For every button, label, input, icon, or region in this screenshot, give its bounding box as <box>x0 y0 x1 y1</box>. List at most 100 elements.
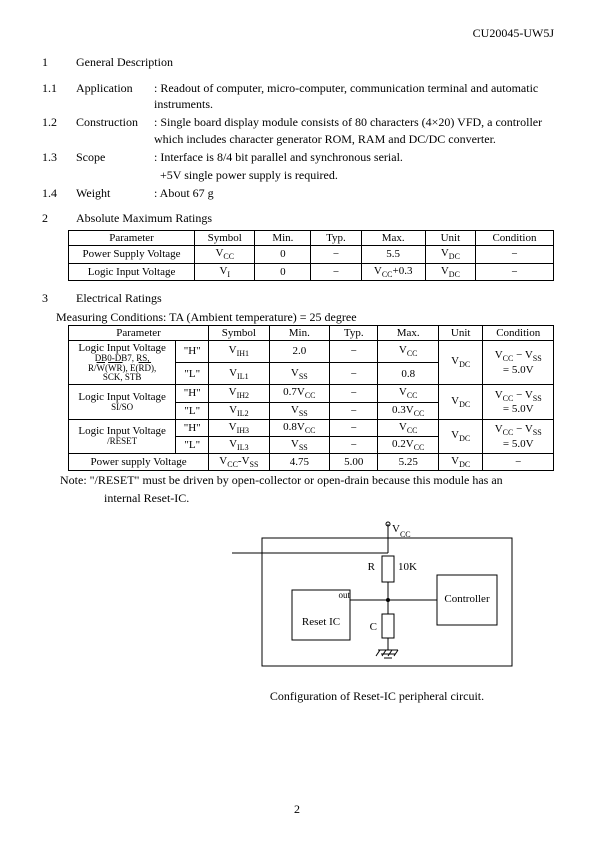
table-row: Logic Input Voltage DB0-DB7, RS, R/W(WR)… <box>69 340 554 362</box>
item-body: : Readout of computer, micro-computer, c… <box>154 80 554 112</box>
item-num: 1.1 <box>42 80 76 112</box>
circuit-svg-icon: /RESET VCC R 10K out Reset IC Controller… <box>232 520 522 680</box>
item-num: 1.2 <box>42 114 76 146</box>
col-unit: Unit <box>425 231 475 246</box>
cell-max: VCC+0.3 <box>361 263 425 280</box>
cell-cond: − <box>483 454 554 471</box>
reset-circuit-diagram: /RESET VCC R 10K out Reset IC Controller… <box>232 520 522 704</box>
cell-cond: VCC − VSS= 5.0V <box>483 385 554 419</box>
cell-unit: VDC <box>438 419 483 453</box>
item-num: 1.3 <box>42 149 76 165</box>
cell-level: "H" <box>176 340 209 362</box>
cell-max: VCC <box>378 419 438 436</box>
cell-symbol: VIL2 <box>209 402 270 419</box>
r-label: R <box>368 561 376 573</box>
cell-level: "L" <box>176 436 209 453</box>
cell-symbol: VIH3 <box>209 419 270 436</box>
page-number: 2 <box>0 802 594 817</box>
table-row: Logic Input Voltage VI 0 − VCC+0.3 VDC − <box>69 263 554 280</box>
cell-param: Logic Input Voltage SI/SO <box>69 385 176 419</box>
r-value: 10K <box>398 561 417 573</box>
cell-cond: VCC − VSS= 5.0V <box>483 340 554 385</box>
col-condition: Condition <box>475 231 553 246</box>
table-row: Logic Input Voltage SI/SO "H" VIH2 0.7VC… <box>69 385 554 402</box>
cell-min: VSS <box>269 402 329 419</box>
cell-typ: − <box>311 263 361 280</box>
section-num: 2 <box>42 211 76 226</box>
item-1-2: 1.2 Construction : Single board display … <box>42 114 554 146</box>
cell-min: 2.0 <box>269 340 329 362</box>
cell-typ: 5.00 <box>330 454 378 471</box>
cell-max: VCC <box>378 340 438 362</box>
electrical-ratings-table: Parameter Symbol Min. Typ. Max. Unit Con… <box>68 325 554 472</box>
table-row: Power Supply Voltage VCC 0 − 5.5 VDC − <box>69 246 554 263</box>
col-symbol: Symbol <box>209 325 270 340</box>
cell-typ: − <box>330 419 378 436</box>
cell-level: "H" <box>176 419 209 436</box>
col-parameter: Parameter <box>69 325 209 340</box>
table-header-row: Parameter Symbol Min. Typ. Max. Unit Con… <box>69 325 554 340</box>
item-label: Application <box>76 80 154 112</box>
col-unit: Unit <box>438 325 483 340</box>
col-condition: Condition <box>483 325 554 340</box>
item-num: 1.4 <box>42 185 76 201</box>
datasheet-page: CU20045-UW5J 1 General Description 1.1 A… <box>0 0 594 841</box>
cell-level: "L" <box>176 402 209 419</box>
cell-max: 5.25 <box>378 454 438 471</box>
cell-min: 0.8VCC <box>269 419 329 436</box>
cell-typ: − <box>330 436 378 453</box>
cell-min: 0 <box>255 246 311 263</box>
cell-param: Logic Input Voltage DB0-DB7, RS, R/W(WR)… <box>69 340 176 385</box>
resetic-label: Reset IC <box>302 616 340 628</box>
section-2-heading: 2 Absolute Maximum Ratings <box>42 211 554 226</box>
cell-typ: − <box>330 402 378 419</box>
out-label: out <box>338 590 350 600</box>
item-label: Construction <box>76 114 154 146</box>
cell-unit: VDC <box>425 263 475 280</box>
cell-symbol: VCC <box>195 246 255 263</box>
col-typ: Typ. <box>311 231 361 246</box>
col-max: Max. <box>361 231 425 246</box>
col-typ: Typ. <box>330 325 378 340</box>
item-1-1: 1.1 Application : Readout of computer, m… <box>42 80 554 112</box>
cell-cond: − <box>475 263 553 280</box>
cell-symbol: VI <box>195 263 255 280</box>
cell-cond: − <box>475 246 553 263</box>
item-body: +5V single power supply is required. <box>154 167 554 183</box>
item-body: : Single board display module consists o… <box>154 114 554 146</box>
cell-min: 4.75 <box>269 454 329 471</box>
cell-min: VSS <box>269 436 329 453</box>
col-symbol: Symbol <box>195 231 255 246</box>
item-label: Scope <box>76 149 154 165</box>
cell-unit: VDC <box>438 385 483 419</box>
part-number: CU20045-UW5J <box>42 26 554 41</box>
col-max: Max. <box>378 325 438 340</box>
cell-unit: VDC <box>425 246 475 263</box>
table-row: Logic Input Voltage /RESET "H" VIH3 0.8V… <box>69 419 554 436</box>
abs-max-ratings-table: Parameter Symbol Min. Typ. Max. Unit Con… <box>68 230 554 280</box>
cell-min: 0 <box>255 263 311 280</box>
item-label: Weight <box>76 185 154 201</box>
table-row: Power supply Voltage VCC-VSS 4.75 5.00 5… <box>69 454 554 471</box>
cell-level: "L" <box>176 363 209 385</box>
col-min: Min. <box>255 231 311 246</box>
cell-symbol: VIL3 <box>209 436 270 453</box>
cell-param: Logic Input Voltage <box>69 263 195 280</box>
section-title: General Description <box>76 55 173 70</box>
section-num: 1 <box>42 55 76 70</box>
cell-symbol: VCC-VSS <box>209 454 270 471</box>
section-3-heading: 3 Electrical Ratings <box>42 291 554 306</box>
cell-max: VCC <box>378 385 438 402</box>
cell-min: VSS <box>269 363 329 385</box>
cell-symbol: VIH1 <box>209 340 270 362</box>
section-num: 3 <box>42 291 76 306</box>
col-min: Min. <box>269 325 329 340</box>
circuit-caption: Configuration of Reset-IC peripheral cir… <box>232 689 522 704</box>
cell-symbol: VIH2 <box>209 385 270 402</box>
cell-typ: − <box>330 363 378 385</box>
item-body: : Interface is 8/4 bit parallel and sync… <box>154 149 554 165</box>
cell-unit: VDC <box>438 454 483 471</box>
item-1-3: 1.3 Scope : Interface is 8/4 bit paralle… <box>42 149 554 165</box>
section-title: Absolute Maximum Ratings <box>76 211 212 226</box>
cell-max: 0.2VCC <box>378 436 438 453</box>
